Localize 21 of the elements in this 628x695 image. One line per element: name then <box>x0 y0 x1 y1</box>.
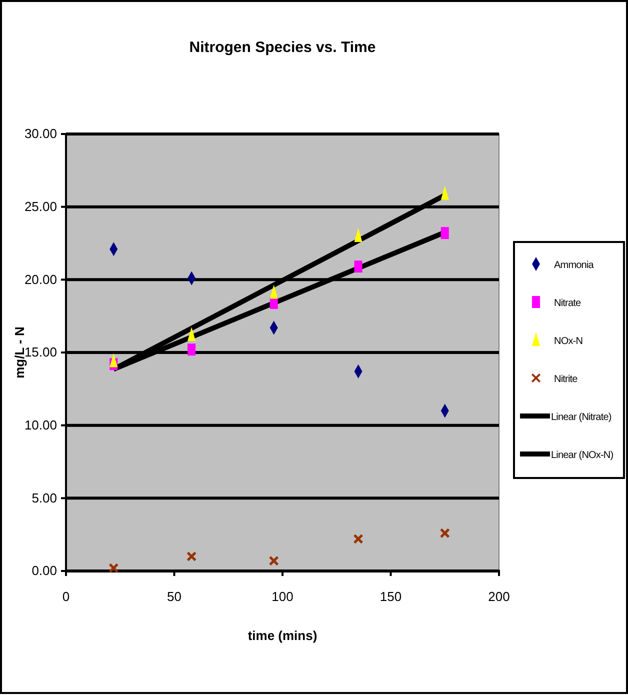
x-tick-label: 150 <box>380 589 402 604</box>
legend-label: Nitrite <box>554 374 578 385</box>
x-tick-label: 200 <box>488 589 510 604</box>
legend-label: Linear (Nitrate) <box>551 412 612 423</box>
y-tick-label: 25.00 <box>24 198 57 214</box>
y-tick-label: 15.00 <box>24 344 57 360</box>
y-tick-label: 0.00 <box>32 563 57 578</box>
chart-title: Nitrogen Species vs. Time <box>189 39 376 56</box>
legend-label: Ammonia <box>554 260 594 271</box>
y-tick-label: 30.00 <box>24 126 57 142</box>
legend-label: Linear (NOx-N) <box>551 450 614 461</box>
y-tick-label: 5.00 <box>32 490 57 506</box>
y-tick-label: 10.00 <box>24 417 57 432</box>
y-axis-title: mg/L - N <box>12 326 27 378</box>
legend-label: NOx-N <box>554 336 583 347</box>
x-axis-title: time (mins) <box>248 628 318 643</box>
x-tick-label: 50 <box>167 589 182 604</box>
legend-label: Nitrate <box>554 298 582 309</box>
x-tick-label: 0 <box>62 589 70 604</box>
x-tick-label: 100 <box>272 589 294 604</box>
y-tick-label: 20.00 <box>24 272 57 287</box>
